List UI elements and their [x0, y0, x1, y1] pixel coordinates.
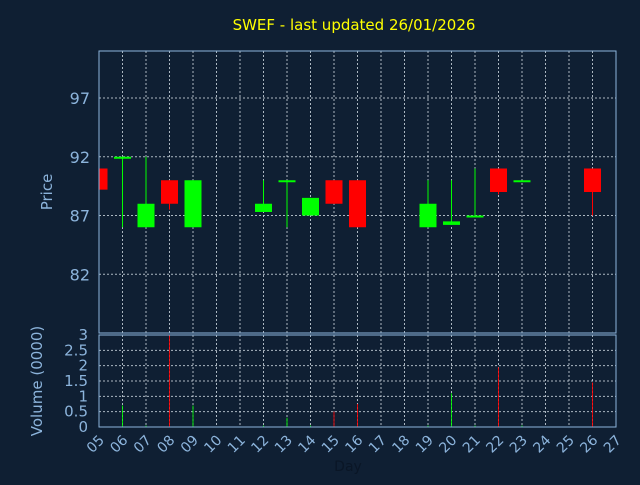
x-tick-label: 14: [295, 432, 319, 456]
price-tick-label: 82: [70, 265, 90, 284]
tick-labels: 05 06 07 08 09 10 11 12 13 14 15 16 17 18 19 20 21 22 23 24…: [64, 89, 625, 456]
x-tick-label: 22: [483, 433, 507, 457]
price-tick-label: 87: [70, 207, 90, 226]
x-tick-label: 11: [225, 433, 249, 457]
x-tick-label: 27: [601, 433, 625, 457]
candle-body: [584, 168, 601, 192]
candle-body: [161, 180, 178, 204]
candle-23: [513, 180, 531, 183]
x-tick-label: 24: [530, 432, 554, 456]
volume-tick-label: 2.5: [64, 341, 88, 359]
x-tick-label: 08: [154, 433, 178, 457]
candles: [98, 156, 601, 228]
price-tick-label: 92: [70, 148, 90, 167]
x-tick-label: 21: [460, 433, 484, 457]
x-tick-label: 16: [342, 432, 366, 456]
x-tick-label: 05: [84, 433, 108, 457]
volume-bars: [98, 335, 593, 427]
x-tick-label: 09: [178, 433, 202, 457]
x-tick-label: 20: [436, 433, 460, 457]
candle-07: [137, 156, 155, 228]
x-tick-label: 07: [131, 433, 155, 457]
chart-title: SWEF - last updated 26/01/2026: [233, 16, 476, 34]
x-tick-label: 26: [577, 432, 601, 456]
x-tick-label: 19: [413, 433, 437, 457]
candle-body: [184, 180, 202, 228]
price-panel-frame: [98, 50, 617, 334]
candle-26: [584, 168, 601, 216]
candle-body: [490, 168, 507, 192]
x-tick-label: 10: [201, 433, 225, 457]
price-axis-label: Price: [38, 174, 56, 211]
volume-tick-label: 0.5: [64, 403, 88, 421]
volume-axis-label: Volume (0000): [28, 326, 46, 436]
candle-body: [255, 203, 272, 212]
x-tick-label: 15: [319, 433, 343, 457]
candle-13: [278, 180, 296, 228]
x-tick-label: 13: [272, 433, 296, 457]
candle-body: [99, 168, 108, 190]
candle-body: [443, 221, 460, 225]
candle-body: [137, 203, 155, 228]
candle-body: [302, 197, 319, 216]
candle-15: [325, 180, 343, 204]
candle-14: [302, 197, 319, 216]
candle-09: [184, 180, 202, 228]
candle-body: [325, 180, 343, 204]
candle-body: [349, 180, 366, 228]
volume-tick-label: 0: [78, 418, 88, 436]
volume-panel-frame: [98, 334, 617, 428]
x-tick-label: 12: [248, 433, 272, 457]
volume-tick-label: 1.5: [64, 372, 88, 390]
candle-16: [349, 180, 366, 228]
x-tick-label: 25: [554, 433, 578, 457]
candle-body: [513, 180, 531, 183]
price-tick-label: 97: [70, 89, 90, 108]
candle-20: [443, 180, 460, 225]
x-tick-label: 23: [507, 433, 531, 457]
x-tick-label: 06: [107, 432, 131, 456]
candle-body: [466, 215, 484, 218]
candle-body: [114, 156, 131, 159]
candle-12: [255, 180, 272, 212]
candle-22: [490, 168, 507, 195]
candle-06: [114, 156, 131, 228]
candle-body: [278, 180, 296, 183]
volume-tick-label: 3: [78, 326, 88, 344]
volume-tick-label: 2: [78, 357, 88, 375]
candle-08: [161, 180, 178, 210]
candle-body: [419, 203, 437, 228]
x-tick-label: 18: [389, 433, 413, 457]
candle-05: [98, 168, 108, 190]
candle-21: [466, 168, 484, 218]
candle-19: [419, 180, 437, 228]
grid-layer: [99, 51, 616, 427]
x-axis-label: Day: [334, 459, 362, 475]
volume-tick-label: 1: [78, 387, 88, 405]
x-tick-label: 17: [366, 433, 390, 457]
